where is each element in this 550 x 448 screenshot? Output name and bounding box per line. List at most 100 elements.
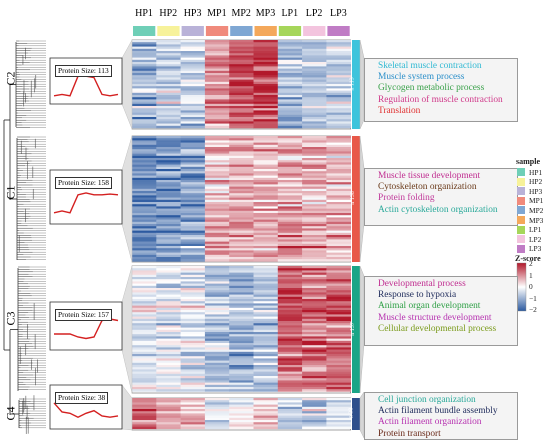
heatmap-cell	[277, 62, 303, 65]
heatmap-cell	[156, 305, 181, 309]
heatmap-cell	[277, 415, 303, 419]
heatmap-cell	[277, 55, 303, 58]
cluster-size-label-C2: n 113	[349, 76, 356, 91]
heatmap-cell	[253, 215, 279, 218]
heatmap-cell	[132, 103, 157, 107]
heatmap-cell	[156, 382, 181, 386]
heatmap-cell	[204, 301, 230, 304]
heatmap-cell	[132, 398, 157, 401]
heatmap-cell	[229, 402, 254, 405]
heatmap-cell	[180, 316, 206, 320]
heatmap-cell	[204, 79, 230, 83]
heatmap-cell	[180, 362, 206, 366]
heatmap-cell	[180, 277, 206, 280]
heatmap-cell	[132, 92, 157, 96]
heatmap-cell	[229, 64, 254, 67]
heatmap-cell	[156, 406, 181, 410]
heatmap-cell	[204, 162, 230, 165]
heatmap-cell	[277, 162, 303, 165]
heatmap-cell	[326, 266, 351, 269]
heatmap-cell	[132, 221, 157, 225]
heatmap-cell	[180, 228, 206, 231]
heatmap-cell	[277, 362, 303, 366]
heatmap-cell	[132, 371, 157, 375]
heatmap-cell	[132, 119, 157, 122]
heatmap-cell	[302, 349, 327, 353]
heatmap-cell	[326, 237, 351, 240]
heatmap-cell	[253, 378, 279, 381]
heatmap-cell	[277, 237, 303, 240]
heatmap-cell	[204, 92, 230, 96]
heatmap-cell	[302, 252, 327, 256]
heatmap-cell	[156, 103, 181, 107]
heatmap-cell	[132, 160, 157, 163]
heatmap-cell	[326, 365, 351, 368]
heatmap-cell	[229, 290, 254, 293]
heatmap-cell	[180, 310, 206, 313]
heatmap-cell	[326, 246, 351, 249]
heatmap-cell	[277, 164, 303, 168]
heatmap-cell	[302, 266, 327, 269]
heatmap-cell	[277, 307, 303, 311]
heatmap-cell	[180, 321, 206, 324]
heatmap-cell	[204, 292, 230, 295]
heatmap-cell	[229, 259, 254, 262]
heatmap-cell	[326, 290, 351, 293]
heatmap-cell	[156, 44, 181, 47]
heatmap-cell	[253, 217, 279, 220]
heatmap-cell	[132, 155, 157, 159]
heatmap-cell	[180, 422, 206, 425]
heatmap-cell	[277, 325, 303, 328]
heatmap-cell	[302, 257, 327, 260]
heatmap-cell	[326, 257, 351, 260]
heatmap-cell	[326, 384, 351, 388]
heatmap-cell	[277, 51, 303, 54]
heatmap-cell	[132, 360, 157, 364]
heatmap-cell	[156, 164, 181, 168]
heatmap-cell	[204, 376, 230, 379]
heatmap-cell	[180, 378, 206, 381]
heatmap-cell	[180, 382, 206, 386]
heatmap-cell	[156, 144, 181, 148]
heatmap-cell	[326, 112, 351, 116]
heatmap-cell	[253, 340, 279, 344]
heatmap-cell	[326, 279, 351, 282]
heatmap-cell	[180, 389, 206, 392]
heatmap-cell	[132, 321, 157, 324]
heatmap-cell	[204, 62, 230, 65]
heatmap-cell	[156, 138, 181, 141]
heatmap-cell	[180, 173, 206, 176]
heatmap-cell	[253, 228, 279, 231]
cluster-bar-C2	[352, 40, 360, 129]
heatmap-cell	[277, 173, 303, 176]
heatmap-cell	[132, 301, 157, 304]
heatmap-cell	[253, 202, 279, 205]
heatmap-cell	[326, 404, 351, 408]
cluster-size-label-C1: n 158	[349, 191, 356, 205]
heatmap-cell	[132, 310, 157, 313]
heatmap-cell	[326, 42, 351, 45]
heatmap-cell	[229, 199, 254, 203]
heatmap-cell	[132, 325, 157, 328]
heatmap-cell	[156, 250, 181, 253]
heatmap-cell	[180, 426, 206, 430]
heatmap-cell	[156, 325, 181, 328]
heatmap-cell	[302, 398, 327, 401]
heatmap-cell	[132, 169, 157, 172]
heatmap-cell	[132, 362, 157, 366]
left-connector-C1	[121, 135, 133, 263]
heatmap-cell	[302, 292, 327, 295]
heatmap-cell	[302, 151, 327, 154]
heatmap-cell	[277, 424, 303, 427]
legend-swatch-MP1	[517, 196, 525, 205]
heatmap-cell	[132, 114, 157, 118]
heatmap-cell	[180, 142, 206, 146]
heatmap-cell	[229, 232, 254, 236]
heatmap-cell	[253, 288, 279, 291]
heatmap-cell	[277, 345, 303, 348]
heatmap-cell	[277, 254, 303, 258]
heatmap-cell	[302, 182, 327, 185]
legend-label-MP2: MP2	[529, 205, 544, 215]
heatmap-cell	[156, 153, 181, 157]
heatmap-cell	[302, 188, 327, 192]
